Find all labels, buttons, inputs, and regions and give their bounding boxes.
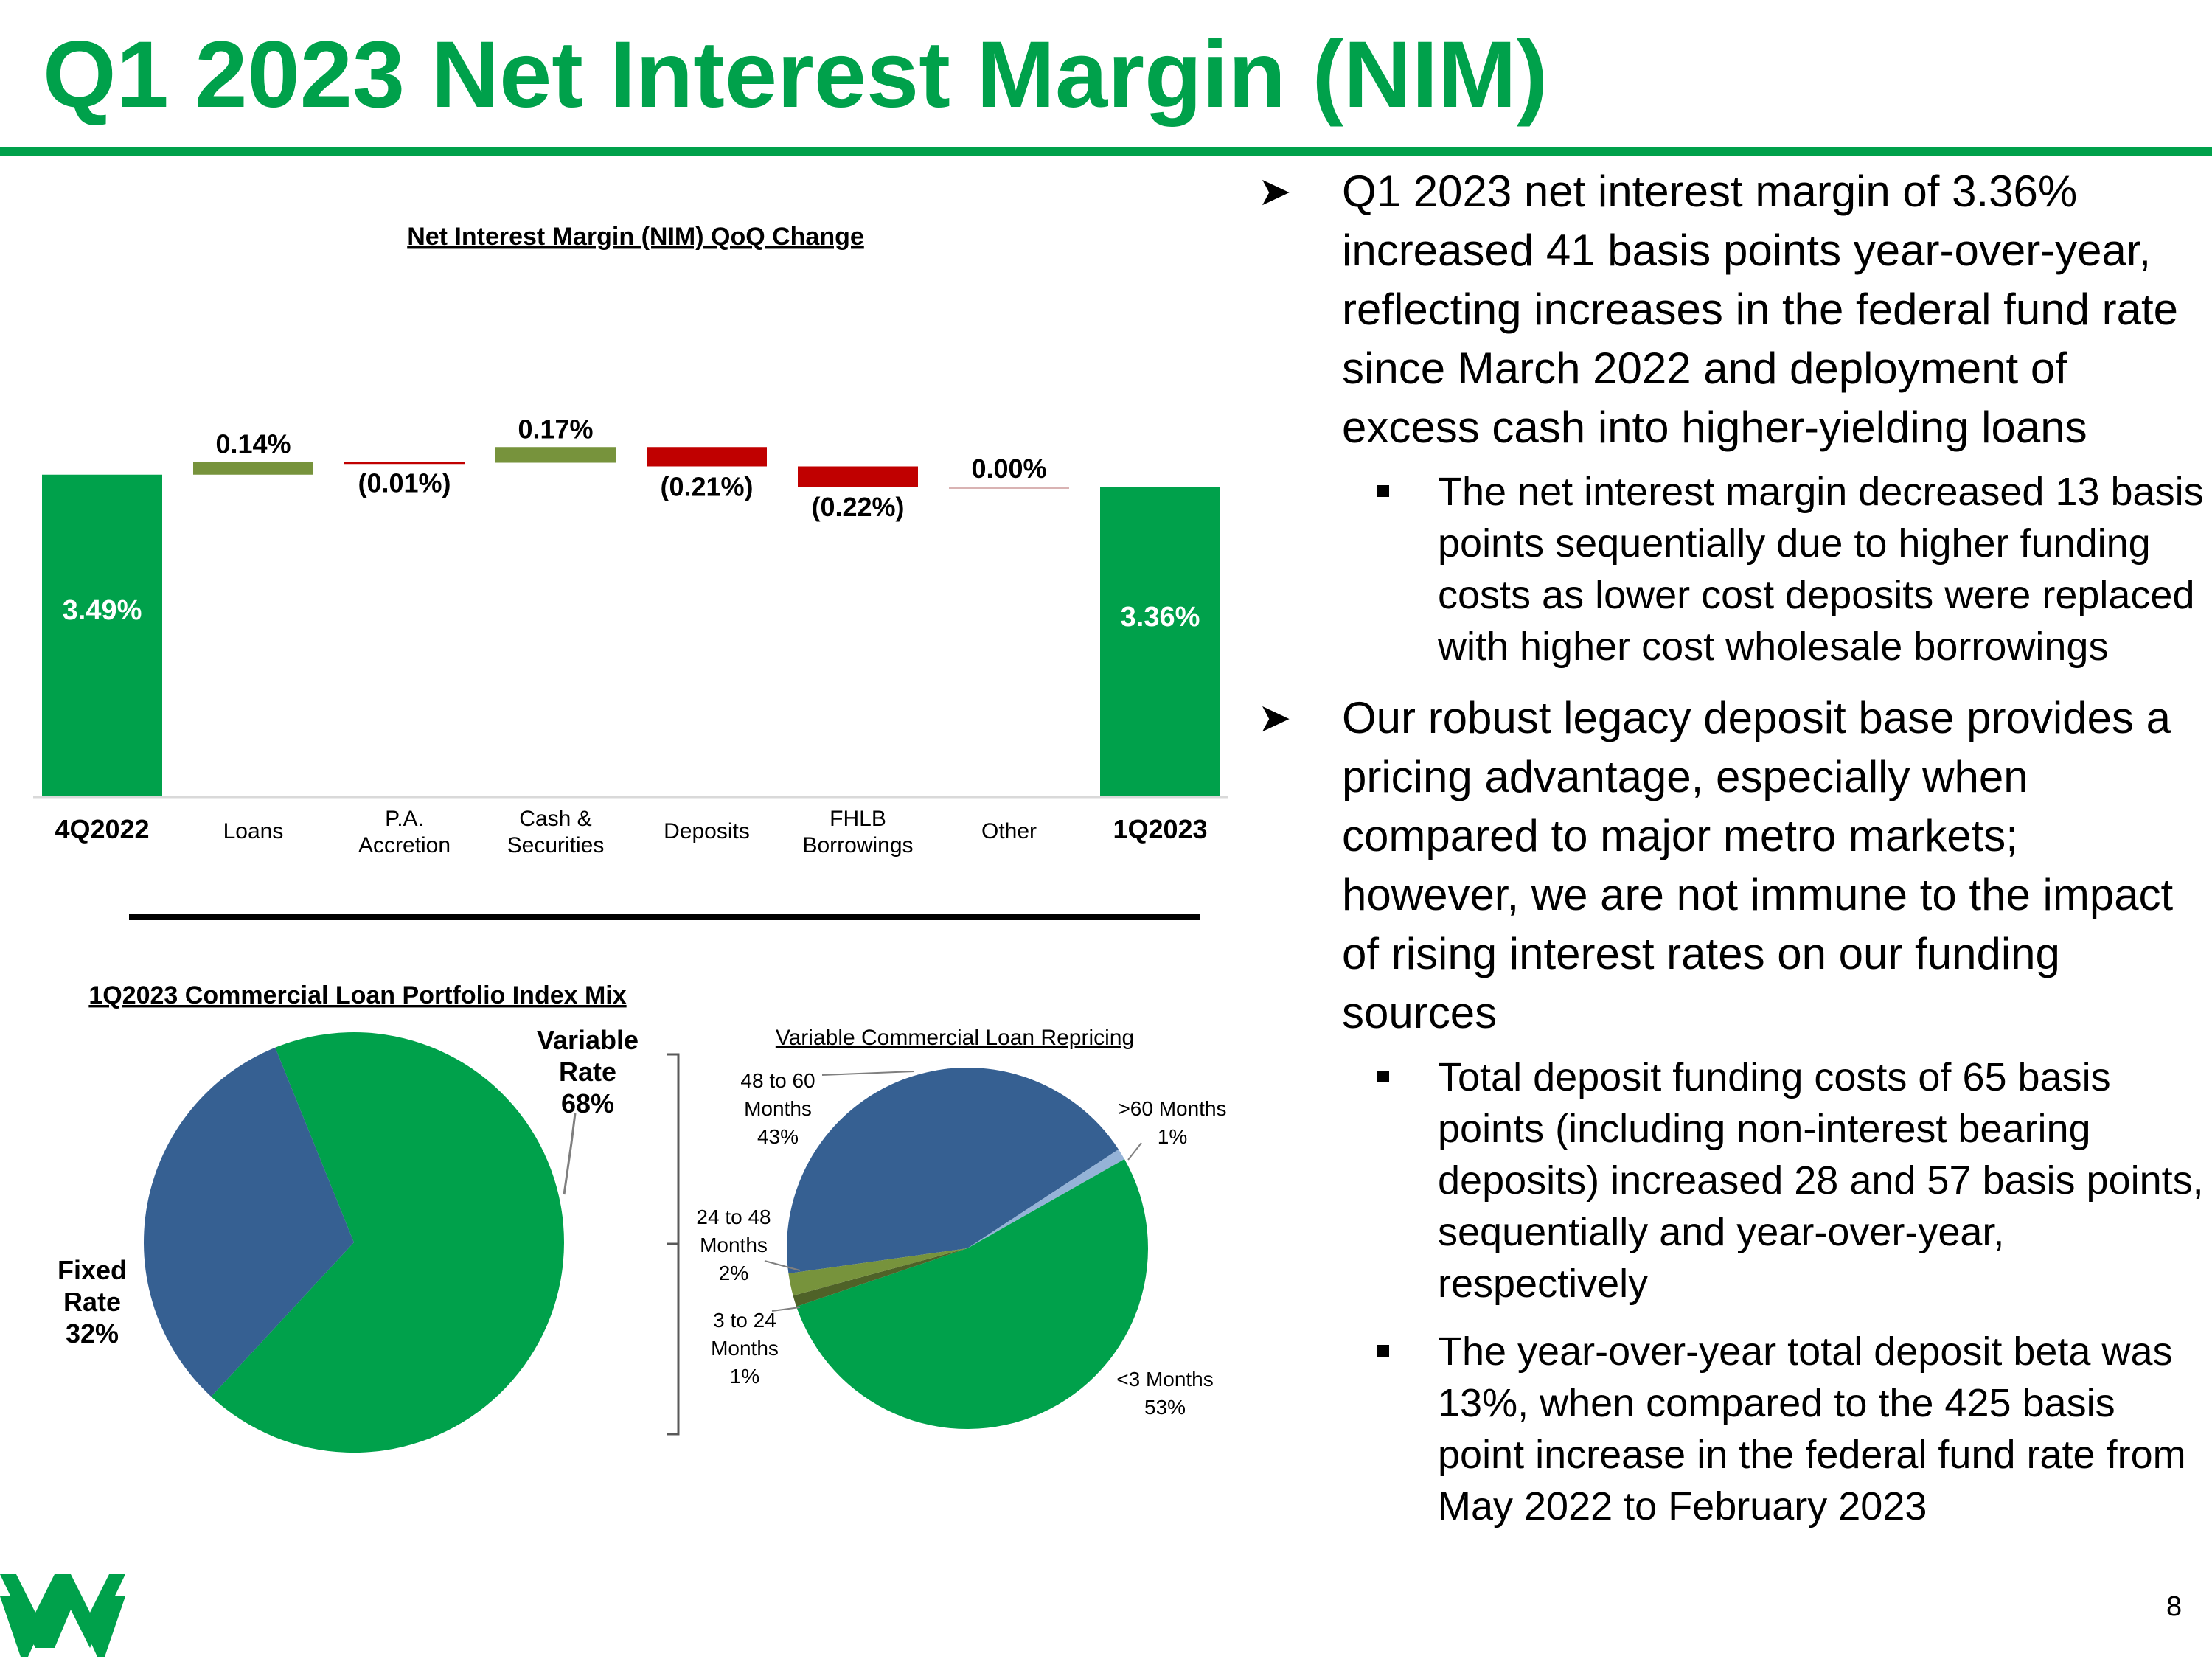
category-label: Borrowings	[802, 833, 913, 858]
data-label: (0.22%)	[811, 492, 904, 522]
sub-bullet-text: The net interest margin decreased 13 bas…	[1438, 470, 2204, 669]
slice-label: <3 Months	[1116, 1368, 1214, 1391]
slice-label: 1%	[1158, 1125, 1187, 1148]
square-bullet-icon	[1377, 1345, 1389, 1357]
title-divider	[0, 147, 2212, 156]
repricing-title: Variable Commercial Loan Repricing	[776, 1026, 1134, 1050]
slice-label: Months	[700, 1234, 768, 1256]
pie-slice-1	[787, 1068, 1119, 1274]
slice-label: 2%	[719, 1262, 748, 1284]
slice-label: 68%	[561, 1088, 614, 1119]
category-label: Deposits	[664, 819, 750, 844]
sub-bullet-deposit-beta: The year-over-year total deposit beta wa…	[1253, 1326, 2205, 1532]
slice-label: >60 Months	[1118, 1097, 1226, 1120]
waterfall-bar-8	[1100, 487, 1220, 796]
slice-label: Fixed	[58, 1255, 127, 1285]
pie-slice-2	[143, 1047, 354, 1397]
square-bullet-icon	[1377, 1071, 1389, 1082]
sub-bullet-text: Total deposit funding costs of 65 basis …	[1438, 1055, 2204, 1306]
data-label: (0.21%)	[660, 472, 753, 502]
bullet-text: Our robust legacy deposit base provides …	[1342, 693, 2174, 1037]
waterfall-bar-3	[344, 462, 465, 465]
slide-title: Q1 2023 Net Interest Margin (NIM)	[43, 22, 1548, 128]
bullet-text: Q1 2023 net interest margin of 3.36% inc…	[1342, 167, 2178, 452]
slice-label: Rate	[63, 1287, 121, 1317]
leader-line	[1127, 1142, 1142, 1161]
slice-label: 24 to 48	[696, 1206, 771, 1228]
arrow-bullet-icon: ➤	[1258, 696, 1292, 740]
data-label: 0.00%	[971, 453, 1046, 484]
slice-label: Months	[711, 1337, 779, 1360]
slice-label: Rate	[559, 1057, 616, 1087]
slice-label: 3 to 24	[713, 1309, 776, 1332]
category-label: 4Q2022	[55, 814, 149, 844]
index-mix-title: 1Q2023 Commercial Loan Portfolio Index M…	[88, 981, 626, 1009]
pie-slice-3	[796, 1158, 1148, 1430]
category-label: 1Q2023	[1113, 814, 1207, 844]
company-logo-icon	[0, 1574, 125, 1657]
data-label: 0.17%	[518, 414, 593, 444]
waterfall-bar-5	[647, 447, 767, 467]
slice-label: 43%	[757, 1125, 799, 1148]
pie-slice-2	[967, 1149, 1125, 1248]
leader-line	[771, 1307, 801, 1312]
waterfall-bar-6	[798, 466, 918, 487]
data-label: 3.36%	[1121, 602, 1200, 633]
waterfall-title: Net Interest Margin (NIM) QoQ Change	[407, 223, 864, 251]
waterfall-bar-1	[42, 474, 162, 796]
slice-label: 48 to 60	[740, 1069, 815, 1092]
leader-line	[764, 1260, 801, 1271]
waterfall-bar-7	[949, 487, 1069, 489]
page-number: 8	[2166, 1591, 2183, 1622]
sub-bullet-funding-costs: Total deposit funding costs of 65 basis …	[1253, 1051, 2205, 1310]
category-label: Cash &	[519, 807, 591, 831]
bullet-nim-summary: ➤ Q1 2023 net interest margin of 3.36% i…	[1253, 162, 2205, 457]
leader-line	[821, 1071, 915, 1076]
sub-bullet-text: The year-over-year total deposit beta wa…	[1438, 1329, 2186, 1528]
pie-slice-1	[211, 1032, 564, 1453]
data-label: 3.49%	[63, 595, 142, 626]
data-label: 0.14%	[215, 428, 291, 459]
section-divider	[129, 914, 1200, 920]
data-label: (0.01%)	[358, 468, 451, 498]
category-label: Other	[981, 819, 1037, 844]
slice-label: Variable	[537, 1025, 639, 1055]
arrow-bullet-icon: ➤	[1258, 170, 1292, 214]
nim-waterfall-chart: Net Interest Margin (NIM) QoQ Change 3.49…	[33, 223, 1228, 858]
commentary-bullets: ➤ Q1 2023 net interest margin of 3.36% i…	[1253, 162, 2205, 1548]
category-label: P.A.	[385, 807, 424, 831]
index-mix-pie-chart: 1Q2023 Commercial Loan Portfolio Index M…	[58, 981, 639, 1453]
bullet-deposit-base: ➤ Our robust legacy deposit base provide…	[1253, 689, 2205, 1043]
slice-label: Months	[744, 1097, 812, 1120]
category-label: FHLB	[830, 807, 886, 831]
slice-label: 53%	[1144, 1396, 1186, 1419]
slice-label: 32%	[66, 1318, 119, 1349]
waterfall-bar-4	[495, 447, 616, 463]
slice-label: 1%	[730, 1365, 759, 1388]
category-label: Securities	[507, 833, 605, 858]
pie-slice-5	[788, 1248, 967, 1296]
sub-bullet-sequential: The net interest margin decreased 13 bas…	[1253, 466, 2205, 672]
leader-line	[563, 1113, 577, 1195]
square-bullet-icon	[1377, 485, 1389, 497]
repricing-pie-chart: Variable Commercial Loan Repricing 48 to …	[667, 1026, 1227, 1436]
pie-slice-4	[793, 1248, 967, 1307]
category-label: Loans	[223, 819, 284, 844]
waterfall-bar-2	[193, 462, 313, 475]
category-label: Accretion	[358, 833, 451, 858]
